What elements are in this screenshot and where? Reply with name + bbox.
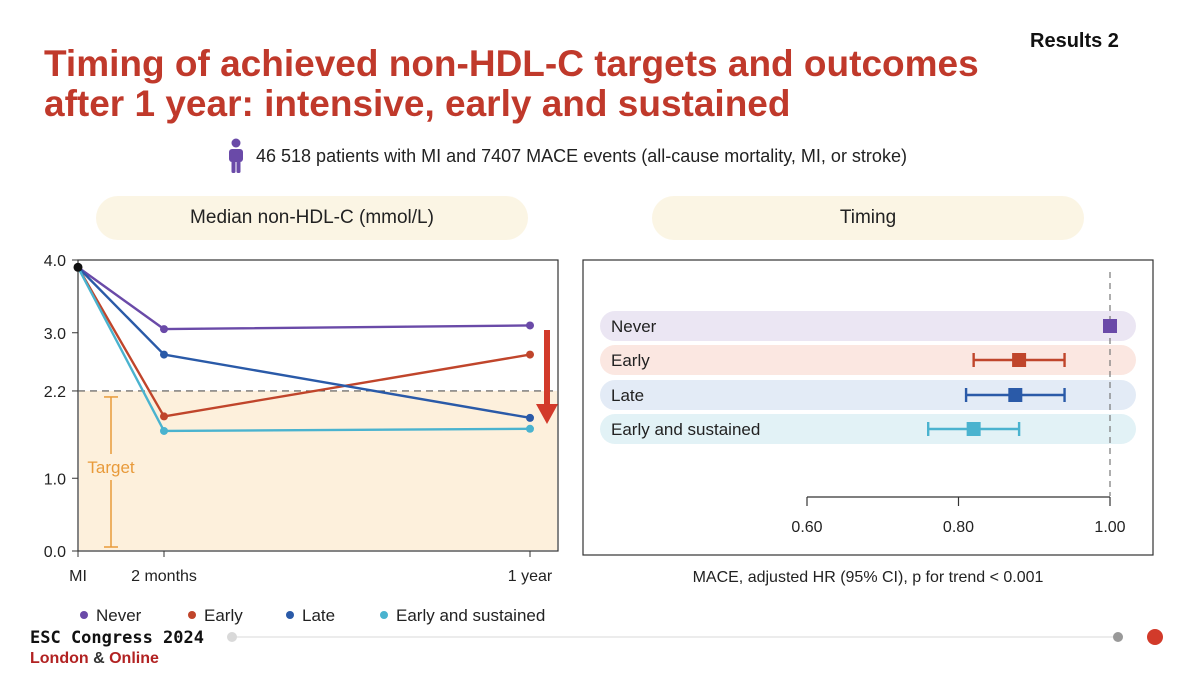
baseline-point: [73, 262, 83, 272]
hr-point-estimate: [1103, 319, 1117, 333]
forest-x-tick-label: 1.00: [1094, 519, 1125, 536]
legend-label: Early and sustained: [396, 606, 545, 625]
right-plot-frame: [582, 259, 1154, 556]
forest-row-band: [600, 311, 1136, 341]
y-tick-label: 1.0: [44, 471, 66, 488]
patients-text: 46 518 patients with MI and 7407 MACE ev…: [256, 145, 907, 166]
title-line-2: after 1 year: intensive, early and susta…: [44, 83, 791, 124]
forest-row-band: [600, 380, 1136, 410]
left-plot-frame: [77, 259, 559, 552]
forest-row-label: Late: [611, 386, 644, 405]
x-tick-label: 2 months: [131, 568, 197, 585]
legend-marker-late: [286, 611, 294, 619]
results-tag: Results 2: [1030, 30, 1119, 52]
forest-row-band: [600, 414, 1136, 444]
footer-location: London & Online: [30, 650, 159, 668]
series-point-late: [160, 350, 168, 359]
series-point-early: [160, 412, 168, 421]
hr-point-estimate: [966, 422, 981, 436]
footer-progress-start-dot: [227, 632, 237, 642]
target-label-bg: [82, 454, 140, 480]
hr-point-estimate: [1012, 353, 1027, 367]
left-chart-header: Median non-HDL-C (mmol/L): [96, 196, 528, 240]
forest-x-tick-label: 0.80: [943, 519, 974, 536]
right-chart-header: Timing: [652, 196, 1084, 240]
forest-x-axis-label: MACE, adjusted HR (95% CI), p for trend …: [693, 569, 1044, 586]
legend-marker-early: [188, 611, 196, 619]
series-point-early-and-sustained: [526, 424, 534, 433]
target-label: Target: [87, 458, 135, 477]
legend-marker-early-and-sustained: [380, 611, 388, 619]
footer-progress-current-dot: [1147, 629, 1163, 645]
decrease-arrow-head: [536, 404, 558, 424]
series-point-early: [526, 350, 534, 359]
forest-x-tick-label: 0.60: [791, 519, 822, 536]
x-tick-label: 1 year: [508, 568, 553, 585]
series-point-never: [160, 325, 168, 334]
slide-title: Timing of achieved non-HDL-C targets and…: [44, 44, 1144, 124]
legend-label: Late: [302, 606, 335, 625]
legend-marker-never: [80, 611, 88, 619]
footer-congress: ESC Congress 2024: [30, 628, 204, 648]
forest-row-label: Early and sustained: [611, 420, 760, 439]
legend-label: Never: [96, 606, 142, 625]
forest-row-band: [600, 345, 1136, 375]
y-tick-label: 3.0: [44, 326, 66, 343]
right-chart-header-text: Timing: [839, 207, 897, 228]
series-point-early-and-sustained: [160, 426, 168, 435]
patients-summary: 46 518 patients with MI and 7407 MACE ev…: [228, 136, 907, 176]
hr-point-estimate: [1008, 388, 1023, 402]
forest-row-label: Never: [611, 317, 657, 336]
series-point-late: [526, 413, 534, 422]
legend-label: Early: [204, 606, 243, 625]
footer-online: Online: [109, 650, 159, 667]
y-tick-label: 2.2: [44, 384, 66, 401]
footer-amp: &: [93, 650, 105, 667]
x-tick-label: MI: [69, 568, 87, 585]
left-chart-header-text: Median non-HDL-C (mmol/L): [190, 207, 434, 228]
footer-progress-dot: [1113, 632, 1123, 642]
forest-row-label: Early: [611, 351, 650, 370]
series-line-never: [77, 266, 531, 331]
series-point-never: [526, 321, 534, 330]
title-line-1: Timing of achieved non-HDL-C targets and…: [44, 43, 979, 84]
y-tick-label: 4.0: [44, 253, 66, 270]
footer-london: London: [30, 650, 89, 667]
person-icon: [229, 138, 243, 173]
target-zone-shading: [79, 390, 557, 550]
y-tick-label: 0.0: [44, 544, 66, 561]
